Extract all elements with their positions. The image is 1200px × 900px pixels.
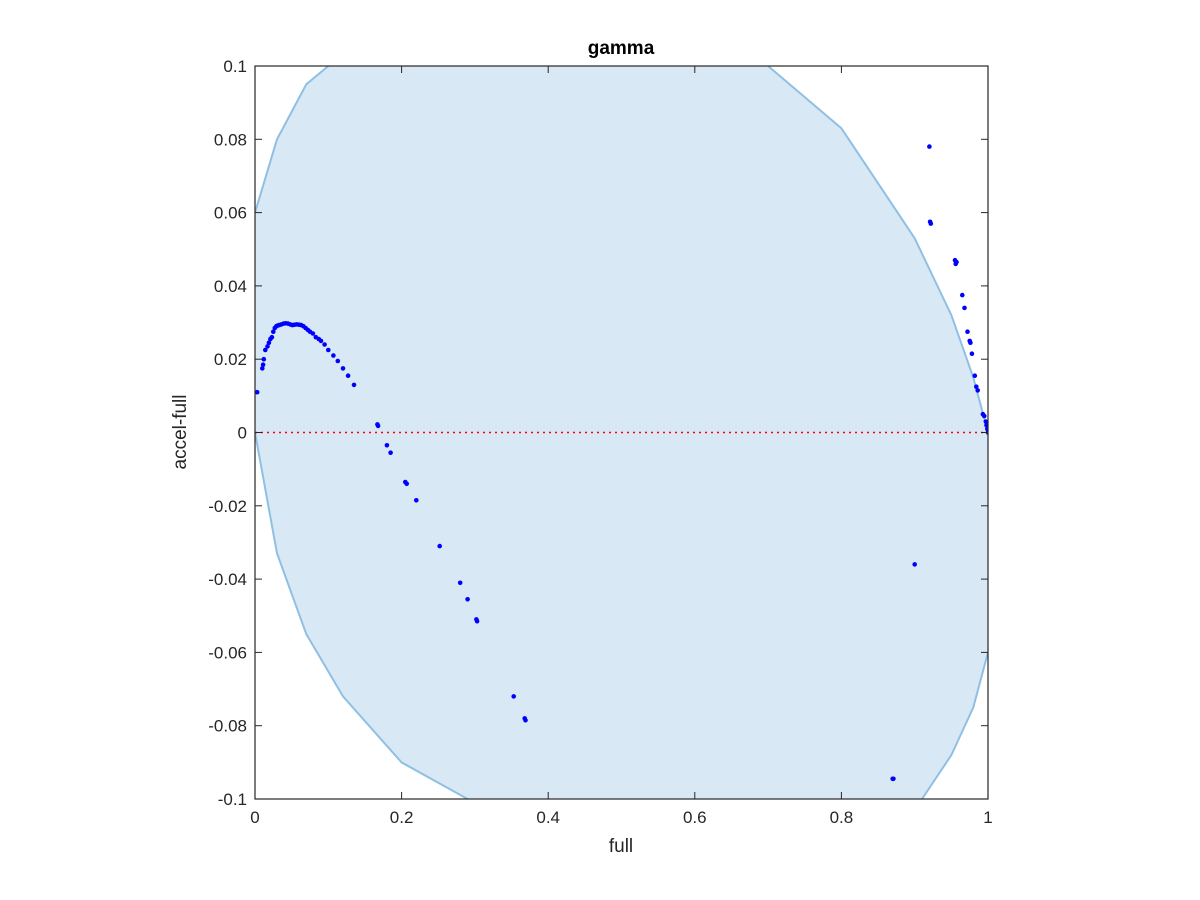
data-point	[511, 694, 516, 699]
data-point	[968, 340, 973, 346]
data-point	[404, 481, 410, 487]
data-point	[912, 562, 917, 567]
data-point	[962, 305, 967, 311]
data-point	[266, 340, 272, 346]
data-point	[982, 413, 987, 419]
data-point	[927, 144, 932, 149]
data-point	[331, 353, 336, 358]
data-point	[457, 580, 463, 586]
data-point	[984, 422, 988, 428]
y-tick-label: -0.1	[218, 790, 247, 809]
data-point	[271, 329, 276, 335]
y-tick-label: 0.06	[214, 204, 247, 223]
x-tick-label: 0.4	[536, 808, 560, 827]
data-point	[263, 347, 268, 353]
y-tick-label: 0.1	[223, 57, 247, 76]
data-point	[375, 423, 381, 429]
y-tick-label: 0	[238, 424, 247, 443]
data-point	[261, 356, 267, 362]
x-axis-label: full	[609, 836, 633, 857]
data-point	[384, 443, 390, 448]
data-point	[260, 362, 266, 368]
y-axis-ticks: -0.1 -0.08 -0.06 -0.04 -0.02 0 0.02 0.04 0.06 0.0…	[208, 57, 988, 809]
y-tick-label: 0.02	[214, 350, 247, 369]
y-tick-label: 0.08	[214, 130, 247, 149]
data-point	[975, 388, 980, 393]
data-point	[969, 351, 975, 357]
x-axis-ticks: 0 0.2 0.4 0.6 0.8 1	[250, 66, 993, 827]
x-tick-label: 0.2	[390, 808, 414, 827]
data-point	[974, 384, 979, 390]
data-point	[255, 389, 260, 395]
y-tick-label: -0.06	[208, 643, 247, 662]
region-edge-right-lower	[921, 652, 988, 799]
chart-title: gamma	[588, 38, 655, 59]
x-tick-label: 0	[250, 808, 259, 827]
data-point	[928, 221, 934, 226]
data-point	[523, 717, 528, 723]
data-point	[891, 776, 896, 782]
data-point	[474, 618, 480, 624]
data-point	[340, 366, 346, 371]
data-point	[265, 344, 270, 349]
data-point	[954, 259, 959, 265]
y-axis-label: accel-full	[170, 395, 191, 470]
data-point	[414, 498, 419, 503]
data-point	[322, 342, 327, 347]
data-point	[326, 347, 331, 353]
region-edge-upper	[255, 66, 329, 213]
data-point	[335, 358, 341, 364]
data-point	[960, 292, 965, 298]
data-points	[255, 144, 988, 782]
data-point	[260, 366, 265, 371]
y-tick-label: -0.04	[208, 570, 247, 589]
y-tick-label: -0.02	[208, 497, 247, 516]
data-point	[437, 543, 443, 549]
x-tick-label: 0.6	[683, 808, 707, 827]
x-tick-label: 0.8	[830, 808, 854, 827]
data-point	[310, 331, 316, 336]
data-point	[318, 338, 324, 344]
y-tick-label: 0.04	[214, 277, 247, 296]
data-point	[269, 334, 275, 340]
data-point	[465, 597, 470, 602]
data-point	[388, 450, 393, 456]
data-point	[351, 382, 357, 388]
x-tick-label: 1	[983, 808, 992, 827]
data-point	[345, 373, 351, 379]
y-tick-label: -0.08	[208, 717, 247, 736]
region-edge-left-lower	[255, 432, 469, 799]
data-point	[965, 329, 970, 335]
data-point	[972, 373, 978, 379]
data-point	[983, 419, 988, 424]
